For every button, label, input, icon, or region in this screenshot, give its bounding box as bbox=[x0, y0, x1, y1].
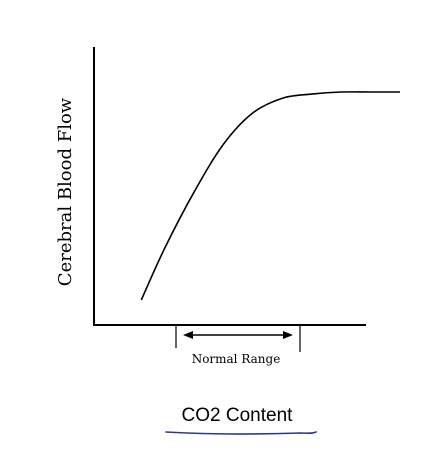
y-axis-label: Cerebral Blood Flow bbox=[55, 97, 76, 286]
cerebral-blood-flow-curve bbox=[140, 91, 400, 301]
x-axis-label: CO2 Content bbox=[182, 405, 294, 426]
normal-range-label: Normal Range bbox=[192, 352, 281, 366]
handwritten-underline bbox=[165, 431, 317, 435]
normal-range-arrowhead-left bbox=[183, 331, 193, 339]
normal-range-arrowhead-right bbox=[283, 331, 293, 339]
